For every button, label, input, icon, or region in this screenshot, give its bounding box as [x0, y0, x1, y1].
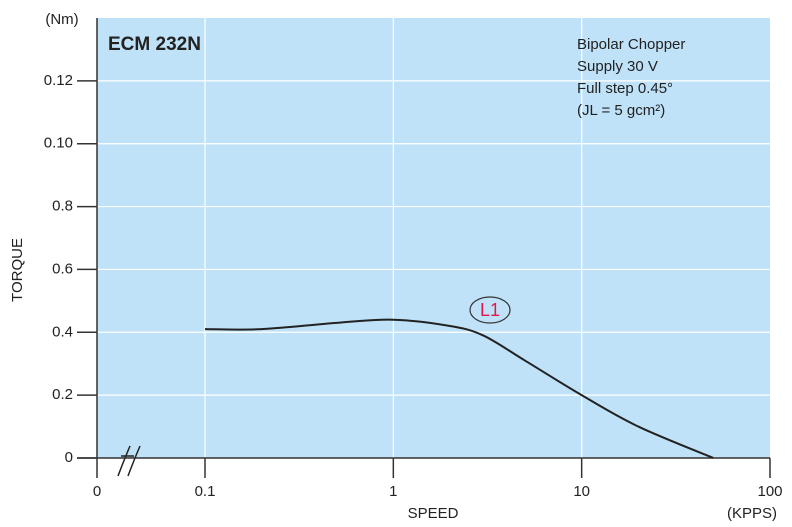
y-tick-label: 0.12: [44, 72, 73, 89]
break-mark: [127, 445, 141, 477]
y-tick-label: 0: [65, 449, 73, 466]
label-ring: [469, 296, 511, 324]
break-mark: [117, 445, 131, 477]
x-unit: (KPPS): [727, 505, 777, 522]
x-tick-label: 10: [573, 483, 590, 500]
x-tick-label: 1: [389, 483, 397, 500]
annotation: Full step 0.45°: [577, 80, 673, 97]
x-axis-label: SPEED: [408, 505, 459, 522]
y-axis-label: TORQUE: [9, 238, 26, 302]
x-tick-label: 0.1: [195, 483, 216, 500]
torque-curve: [204, 318, 714, 459]
axis-break: [117, 445, 141, 477]
y-tick-label: 0.10: [44, 135, 73, 152]
annotation: Supply 30 V: [577, 58, 658, 75]
y-tick-label: 0.6: [52, 260, 73, 277]
series-label: L1: [480, 300, 500, 320]
y-tick-label: 0.8: [52, 198, 73, 215]
x-tick-label: 100: [757, 483, 782, 500]
annotation: Bipolar Chopper: [577, 36, 685, 53]
x-tick-label: 0: [93, 483, 101, 500]
y-unit: (Nm): [45, 11, 78, 28]
plot-background: [97, 18, 770, 458]
y-tick-label: 0.4: [52, 323, 73, 340]
y-tick-label: 0.2: [52, 386, 73, 403]
chart-title: ECM 232N: [108, 34, 201, 55]
annotation: (JL = 5 gcm²): [577, 102, 665, 119]
